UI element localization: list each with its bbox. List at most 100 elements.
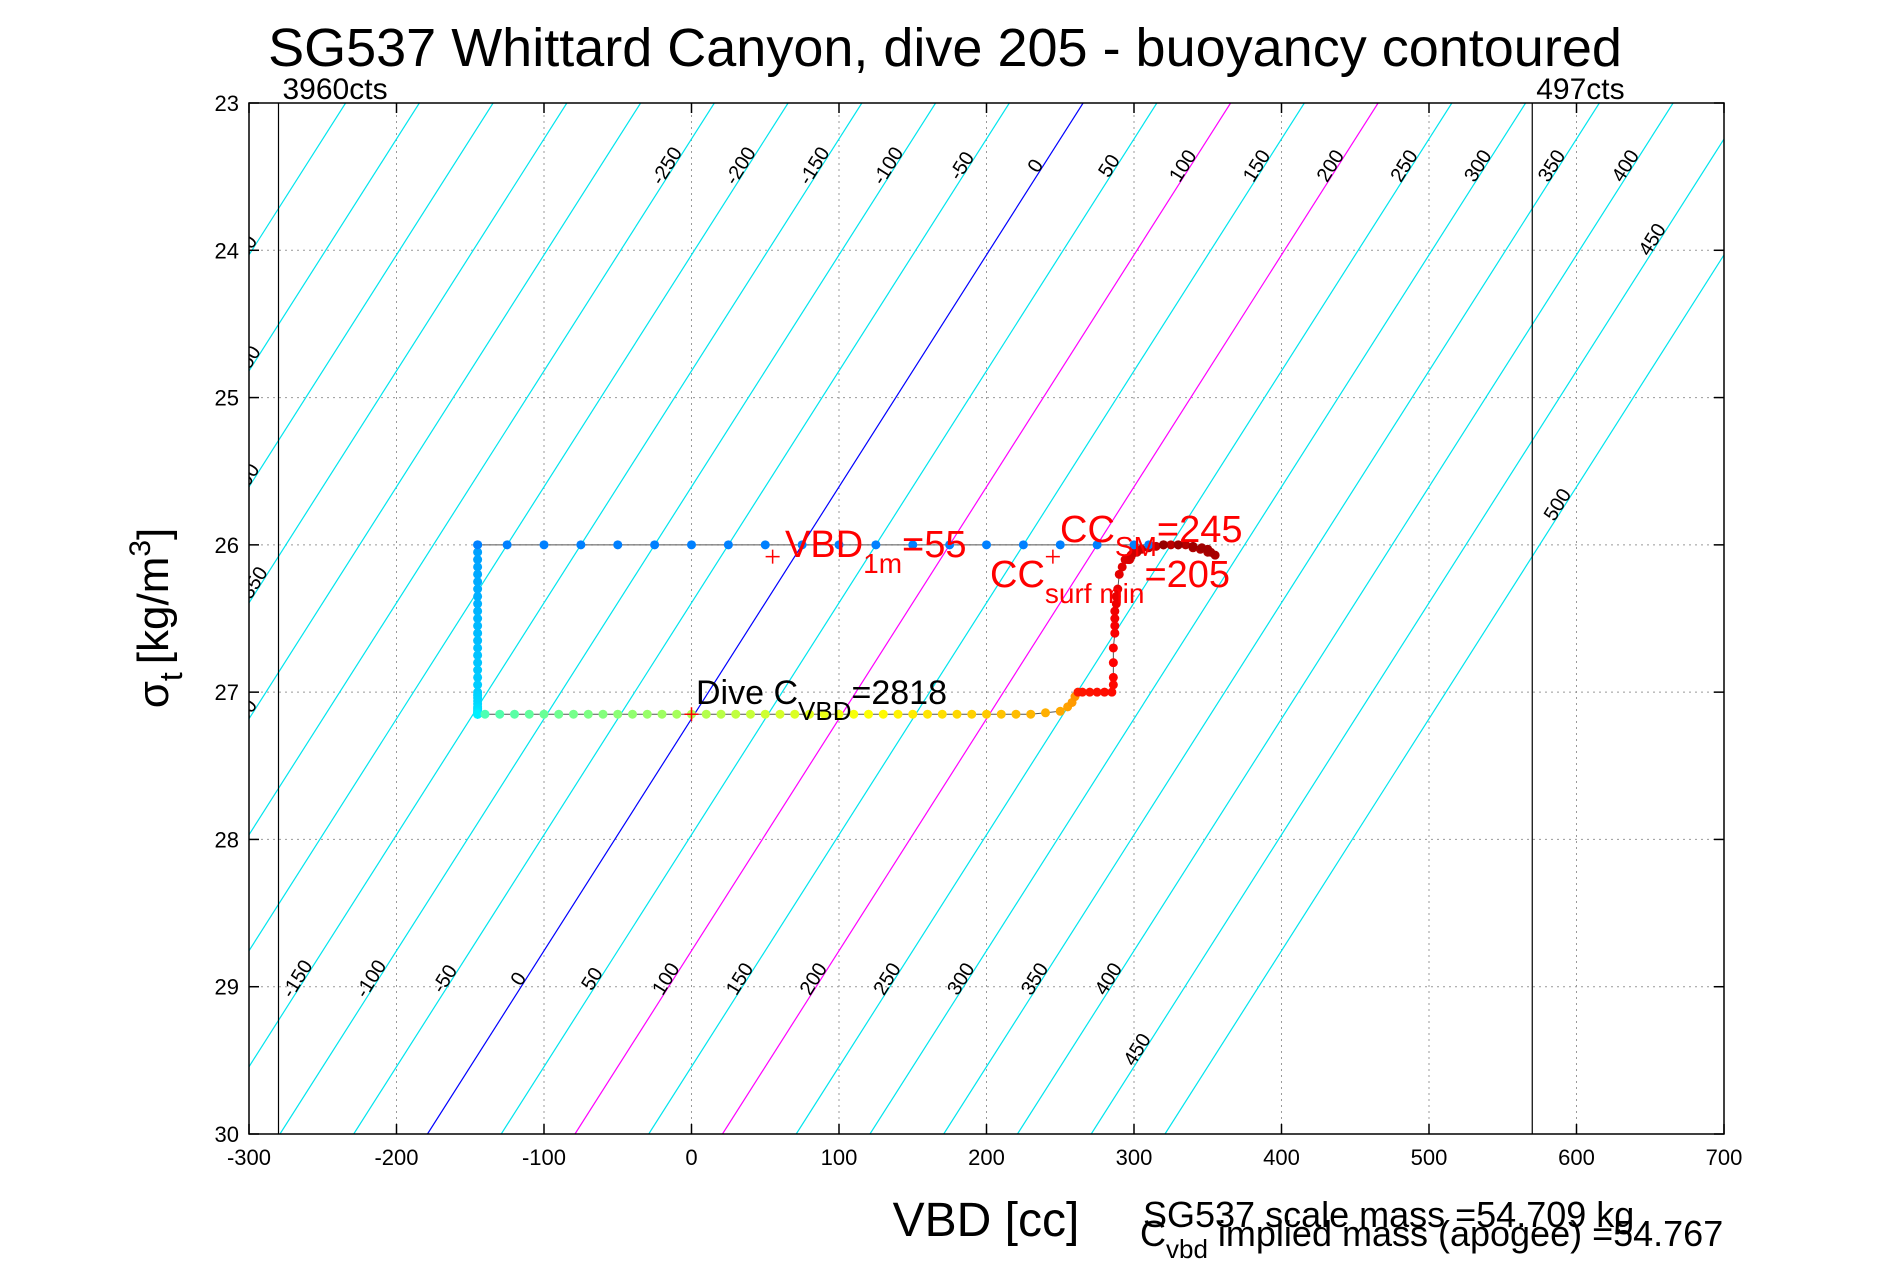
track-point — [1100, 687, 1109, 697]
buoyancy-contour — [500, 103, 1158, 1134]
track-point — [473, 680, 483, 690]
track-point — [1055, 706, 1065, 716]
track-point — [1113, 584, 1123, 594]
track-point — [1108, 672, 1118, 682]
track-point — [746, 709, 755, 719]
track-point — [1197, 543, 1207, 553]
contour-label-top: 400 — [1608, 146, 1644, 186]
track-point — [473, 628, 483, 638]
contour-label-top: 200 — [1313, 146, 1349, 186]
track-point — [945, 540, 955, 550]
contour-label-top: -200 — [721, 143, 761, 189]
track-point — [790, 709, 800, 719]
contour-label-bottom: 0 — [507, 969, 532, 990]
contour-label-bottom: -250 — [130, 956, 170, 1002]
x-tick-label: 600 — [1558, 1145, 1595, 1170]
track-point — [1159, 540, 1168, 550]
track-point — [834, 540, 844, 550]
buoyancy-contour — [279, 103, 937, 1134]
contour-label-top: 350 — [1534, 146, 1570, 186]
buoyancy-contour — [869, 103, 1527, 1134]
track-point — [908, 709, 918, 719]
track-point — [1188, 541, 1198, 551]
x-tick-label: 300 — [1116, 1145, 1153, 1170]
track-point — [628, 709, 637, 719]
track-point — [760, 709, 770, 719]
track-point — [834, 709, 844, 719]
x-tick-label: -100 — [522, 1145, 566, 1170]
buoyancy-contour — [1090, 137, 1724, 1134]
contour-label-top: 150 — [1239, 146, 1275, 186]
track-point — [1108, 658, 1118, 668]
x-tick-label: 200 — [968, 1145, 1005, 1170]
buoyancy-contour — [353, 103, 1010, 1134]
track-point — [893, 709, 903, 719]
x-tick-label: 0 — [685, 1145, 697, 1170]
svg-text:VBD1m=55: VBD1m=55 — [785, 524, 967, 579]
buoyancy-contour — [574, 103, 1232, 1134]
contour-label-bottom: 100 — [648, 959, 684, 999]
track-point — [1011, 709, 1021, 719]
track-point — [539, 709, 549, 719]
svg-text:CCSM=245: CCSM=245 — [1060, 509, 1242, 562]
track-point — [701, 709, 711, 719]
annotation-cc-sm-value: =245 — [1157, 509, 1243, 551]
track-point — [657, 709, 667, 719]
annotation-dive-c-vbd-sub: VBD — [798, 696, 851, 726]
x-axis-label: VBD [cc] — [893, 1194, 1080, 1247]
buoyancy-contour — [648, 103, 1305, 1134]
track-point — [502, 540, 512, 550]
y-axis-label-symbol: σ — [129, 681, 178, 708]
track-point — [731, 709, 741, 719]
annotation-vbd-1m: VBD1m=55 — [785, 524, 967, 579]
buoyancy-contour — [1016, 103, 1674, 1134]
track-point — [716, 709, 726, 719]
track-point — [576, 540, 586, 550]
contour-label-bottom: 200 — [796, 959, 832, 999]
track-point — [775, 709, 785, 719]
track-point — [642, 709, 652, 719]
track-point — [1151, 541, 1161, 551]
marker-dive-c-vbd — [684, 707, 699, 722]
annotation-dive-c-vbd-value: =2818 — [852, 674, 948, 712]
track-point — [473, 621, 483, 631]
buoyancy-contour — [426, 103, 1084, 1134]
track-point — [473, 643, 483, 653]
contour-label-top: 500 — [1540, 485, 1576, 525]
track-point — [1108, 680, 1118, 690]
track-point — [473, 555, 483, 565]
track-point — [1026, 709, 1036, 719]
chart-title: SG537 Whittard Canyon, dive 205 - buoyan… — [268, 18, 1622, 78]
track-point — [864, 709, 873, 719]
track-point — [1055, 540, 1065, 550]
buoyancy-contours: -500-450-400-350-300-250 -200 -150 -100 -50 0… — [130, 103, 1724, 1134]
buoyancy-contour — [249, 103, 789, 952]
track-point — [687, 540, 696, 550]
buoyancy-contour — [795, 103, 1453, 1134]
track-point — [672, 709, 682, 719]
track-point — [473, 540, 483, 550]
contour-label-bottom: -150 — [278, 956, 318, 1002]
buoyancy-contour — [721, 103, 1379, 1134]
y-tick-label: 26 — [215, 533, 239, 558]
contour-label-bottom: 350 — [1017, 959, 1053, 999]
x-tick-label: -200 — [374, 1145, 418, 1170]
footer-implied-main: C — [1140, 1213, 1166, 1254]
track-point — [473, 591, 483, 601]
track-point — [473, 614, 483, 623]
count-limit-lines: 3960cts 497cts — [277, 73, 1625, 1134]
axis-ticks: -300 -200 -100 0 100 200 300 400 500 600 700232425… — [215, 91, 1743, 1170]
marker-vbd-1m — [765, 549, 780, 564]
track-point — [1166, 540, 1176, 550]
x-tick-label: 500 — [1411, 1145, 1448, 1170]
marker-cc-surf-min — [1045, 549, 1060, 564]
annotation-vbd-1m-main: VBD — [785, 524, 863, 566]
track-point — [650, 540, 660, 550]
contour-label-top: 450 — [1635, 220, 1671, 260]
track-point — [1041, 708, 1050, 718]
track-point — [613, 709, 623, 719]
track-point — [473, 658, 483, 668]
contour-label-top: 300 — [1460, 146, 1496, 186]
track-point — [760, 540, 770, 550]
